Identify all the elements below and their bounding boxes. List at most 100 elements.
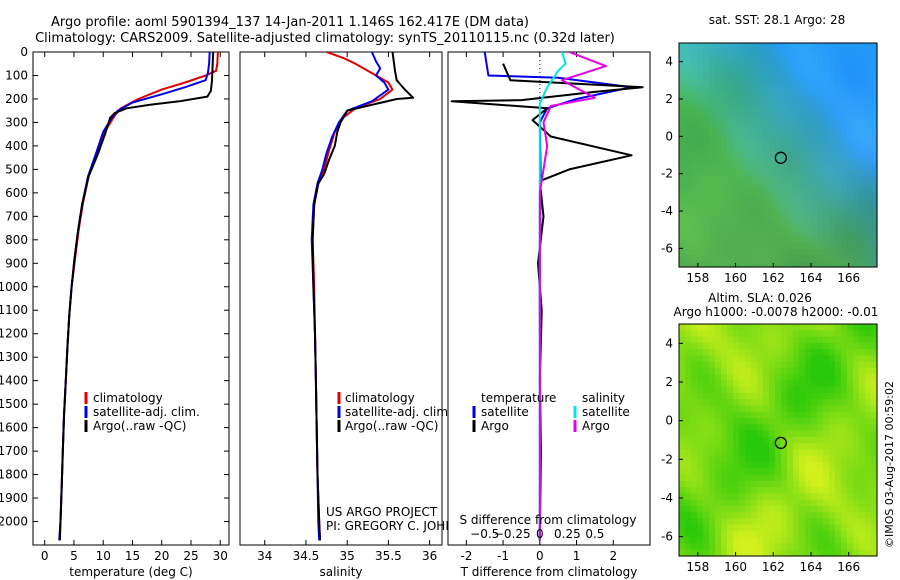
heat-cell xyxy=(823,85,830,93)
heat-cell xyxy=(721,188,728,195)
heat-cell xyxy=(793,230,800,238)
heat-cell xyxy=(757,103,764,111)
heat-cell xyxy=(781,85,788,93)
heat-cell xyxy=(847,248,854,256)
heat-cell xyxy=(721,254,728,262)
heat-cell xyxy=(751,418,758,425)
heat-cell xyxy=(835,127,842,135)
heat-cell xyxy=(859,73,866,80)
heat-cell xyxy=(835,443,842,451)
heat-cell xyxy=(757,480,764,488)
heat-cell xyxy=(733,109,740,117)
heat-cell xyxy=(823,151,830,159)
x-tick-label: 162 xyxy=(762,560,785,574)
heat-cell xyxy=(721,524,728,532)
heat-cell xyxy=(823,139,830,147)
heat-cell xyxy=(811,218,818,226)
heat-cell xyxy=(775,182,782,189)
heat-cell xyxy=(793,164,800,171)
heat-cell xyxy=(805,260,812,268)
heat-cell xyxy=(787,79,794,86)
heat-cell xyxy=(805,411,812,419)
heat-cell xyxy=(763,443,770,451)
heat-cell xyxy=(829,367,836,375)
heat-cell xyxy=(745,487,752,494)
heat-cell xyxy=(733,324,740,331)
heat-cell xyxy=(727,524,734,532)
heat-cell xyxy=(811,392,818,400)
heat-cell xyxy=(703,430,710,438)
heat-cell xyxy=(721,97,728,105)
heat-cell xyxy=(823,543,830,551)
heat-cell xyxy=(871,530,878,538)
heat-cell xyxy=(685,342,692,350)
heat-cell xyxy=(685,524,692,532)
heat-cell xyxy=(757,543,764,551)
heat-cell xyxy=(745,430,752,438)
heat-cell xyxy=(775,109,782,117)
heat-cell xyxy=(745,133,752,141)
heat-cell xyxy=(841,543,848,551)
heat-cell xyxy=(817,493,824,501)
heat-cell xyxy=(805,61,812,68)
heat-cell xyxy=(691,530,698,538)
heat-cell xyxy=(757,176,764,183)
heat-cell xyxy=(853,242,860,250)
heat-cell xyxy=(811,487,818,494)
heat-cell xyxy=(817,424,824,432)
heat-cell xyxy=(751,530,758,538)
heat-cell xyxy=(781,73,788,80)
heat-cell xyxy=(829,55,836,62)
heat-cell xyxy=(733,361,740,369)
heat-cell xyxy=(871,97,878,105)
heat-cell xyxy=(763,206,770,214)
heat-cell xyxy=(787,218,794,226)
heat-cell xyxy=(769,97,776,105)
y-tick-label: 500 xyxy=(5,162,28,176)
heat-cell xyxy=(745,537,752,545)
heat-cell xyxy=(841,380,848,388)
heat-cell xyxy=(793,374,800,382)
heat-cell xyxy=(799,55,806,62)
heat-cell xyxy=(721,374,728,382)
y-tick-label: -6 xyxy=(661,530,673,544)
heat-cell xyxy=(841,342,848,350)
heat-cell xyxy=(733,61,740,68)
heat-cell xyxy=(685,468,692,476)
heat-cell xyxy=(697,61,704,68)
heat-cell xyxy=(757,85,764,93)
heat-cell xyxy=(739,405,746,413)
x-tick-label: 0 xyxy=(536,549,544,563)
heat-cell xyxy=(853,49,860,56)
heat-cell xyxy=(829,487,836,494)
heat-cell xyxy=(871,324,878,331)
heat-cell xyxy=(685,380,692,388)
sla-argo-marker xyxy=(774,436,787,450)
heat-cell xyxy=(805,342,812,350)
heat-cell xyxy=(715,127,722,135)
heat-cell xyxy=(817,499,824,507)
heat-cell xyxy=(829,230,836,238)
heat-cell xyxy=(871,91,878,99)
heat-cell xyxy=(835,121,842,129)
heat-cell xyxy=(703,158,710,165)
heat-cell xyxy=(757,164,764,171)
heat-cell xyxy=(775,236,782,244)
heat-cell xyxy=(847,443,854,451)
credit-text: US ARGO PROJECT xyxy=(326,505,438,519)
heat-cell xyxy=(835,392,842,400)
legend-label-satellite: satellite-adj. clim. xyxy=(345,405,452,419)
heat-cell xyxy=(751,151,758,159)
heat-cell xyxy=(739,487,746,494)
heat-cell xyxy=(739,411,746,419)
heat-cell xyxy=(871,73,878,80)
heat-cell xyxy=(691,151,698,159)
heat-cell xyxy=(775,367,782,375)
heat-cell xyxy=(835,260,842,268)
heat-cell xyxy=(811,430,818,438)
y-tick-label: 1700 xyxy=(0,444,28,458)
heat-cell xyxy=(853,493,860,501)
heat-cell xyxy=(853,121,860,129)
heat-cell xyxy=(871,367,878,375)
heat-cell xyxy=(709,85,716,93)
